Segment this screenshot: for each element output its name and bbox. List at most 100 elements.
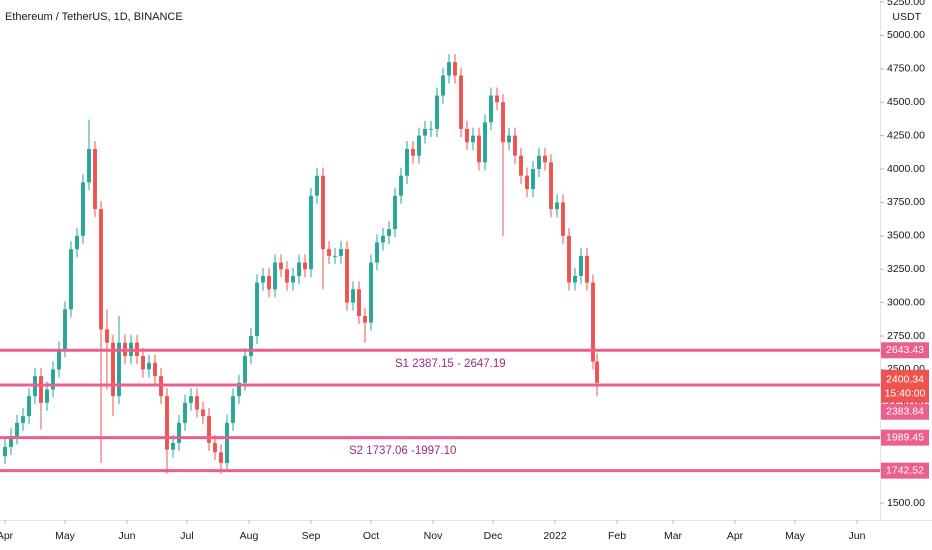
candle-body xyxy=(147,362,151,370)
candle-body xyxy=(3,446,7,457)
candle-body xyxy=(27,396,31,417)
y-tick-label: 2750.00 xyxy=(887,330,925,342)
level-label-box xyxy=(881,429,929,446)
candle-body xyxy=(429,128,433,130)
price-unit: USDT xyxy=(892,11,921,23)
candle-body xyxy=(579,255,583,276)
candle-body xyxy=(231,396,235,423)
candle-body xyxy=(333,255,337,257)
last-price-box xyxy=(881,369,929,403)
y-tick-label: 5000.00 xyxy=(887,29,925,41)
level-label: 2383.84 xyxy=(886,406,924,418)
x-tick-label: Mar xyxy=(664,530,683,542)
candle-body xyxy=(45,389,49,403)
level-label-box xyxy=(881,342,929,359)
candle-body xyxy=(57,349,61,370)
candle-body xyxy=(513,135,517,156)
candle-body xyxy=(183,402,187,423)
candle-body xyxy=(291,275,295,283)
candle-body xyxy=(219,452,223,463)
x-tick-label: Oct xyxy=(363,530,379,542)
candle-body xyxy=(177,422,181,443)
candle-body xyxy=(519,155,523,176)
y-tick-label: 3250.00 xyxy=(887,263,925,275)
y-tick-label: 4000.00 xyxy=(887,163,925,175)
candle-body xyxy=(75,235,79,250)
candle-body xyxy=(483,122,487,163)
level-label-box xyxy=(881,403,929,420)
candle-body xyxy=(537,155,541,170)
candle-body xyxy=(555,202,559,210)
candle-body xyxy=(81,182,85,236)
x-tick-label: Aug xyxy=(240,530,259,542)
candle-body xyxy=(51,369,55,390)
candle-body xyxy=(471,135,475,143)
candle-body xyxy=(105,329,109,343)
candle-body xyxy=(441,75,445,96)
x-tick-label: Jul xyxy=(180,530,193,542)
x-tick-label: May xyxy=(55,530,76,542)
x-tick-label: Feb xyxy=(608,530,626,542)
candle-body xyxy=(549,162,553,210)
candle-body xyxy=(417,135,421,156)
candle-body xyxy=(405,148,409,176)
x-tick-label: May xyxy=(785,530,806,542)
candle-body xyxy=(525,175,529,190)
candle-body xyxy=(225,422,229,463)
candle-body xyxy=(375,242,379,263)
x-tick-label: Apr xyxy=(0,530,14,542)
level-label-box xyxy=(881,462,929,479)
candle-body xyxy=(303,262,307,270)
candle-body xyxy=(249,336,253,357)
y-tick-label: 4750.00 xyxy=(887,63,925,75)
last-price-label: 2400.34 xyxy=(886,374,924,386)
candle-body xyxy=(87,148,91,183)
candle-body xyxy=(543,155,547,163)
candle-body xyxy=(201,409,205,417)
annotation: S1 2387.15 - 2647.19 xyxy=(395,358,506,370)
x-tick-label: Apr xyxy=(727,530,744,542)
candle-body xyxy=(171,442,175,450)
candle-body xyxy=(339,249,343,256)
x-tick-label: 2022 xyxy=(543,530,567,542)
y-tick-label: 4500.00 xyxy=(887,96,925,108)
candle-body xyxy=(309,195,313,270)
candle-body xyxy=(465,128,469,143)
candle-body xyxy=(477,135,481,163)
candle-body xyxy=(297,262,301,276)
candle-body xyxy=(195,396,199,410)
candle-body xyxy=(63,309,67,350)
candle-body xyxy=(237,382,241,397)
y-tick-label: 4250.00 xyxy=(887,129,925,141)
candle-body xyxy=(595,361,599,383)
candle-body xyxy=(435,95,439,129)
candle-body xyxy=(591,282,595,362)
candle-body xyxy=(273,262,277,290)
level-label: 2643.43 xyxy=(886,344,924,356)
x-tick-label: Nov xyxy=(424,530,443,542)
candle-body xyxy=(165,396,169,450)
chart-title: Ethereum / TetherUS, 1D, BINANCE xyxy=(5,11,183,23)
candle-body xyxy=(501,102,505,143)
candle-body xyxy=(351,289,355,303)
candle-body xyxy=(381,235,385,243)
candle-body xyxy=(357,289,361,316)
candle-body xyxy=(255,282,259,337)
candle-body xyxy=(567,235,571,283)
annotation: S2 1737.06 -1997.10 xyxy=(349,445,456,457)
candle-body xyxy=(399,175,403,196)
candle-body xyxy=(117,342,121,397)
candle-body xyxy=(561,202,565,236)
candle-body xyxy=(447,62,451,76)
candle-body xyxy=(285,269,289,283)
level-label: 1989.45 xyxy=(886,431,924,443)
candle-body xyxy=(39,376,43,403)
candle-body xyxy=(189,396,193,403)
countdown: 15:40:00 xyxy=(885,388,926,400)
candle-body xyxy=(243,356,247,383)
candle-body xyxy=(573,275,577,283)
candle-body xyxy=(363,315,367,323)
y-tick-label: 1500.00 xyxy=(887,497,925,509)
x-tick-label: Dec xyxy=(484,530,503,542)
